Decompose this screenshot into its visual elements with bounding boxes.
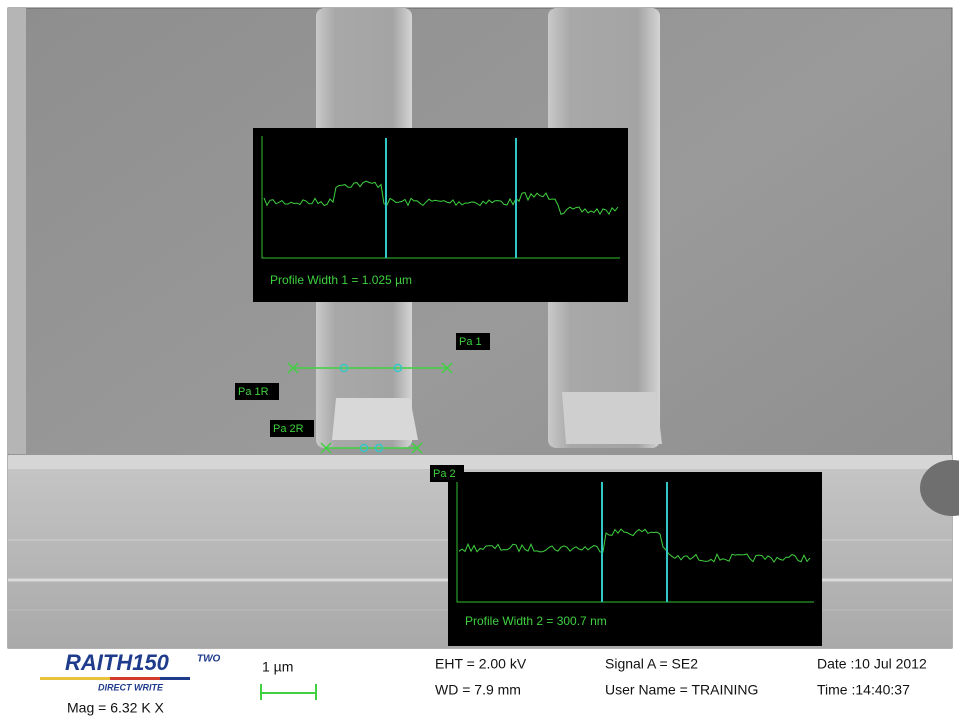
info-bar: RAITH150 TWO DIRECT WRITE Mag = 6.32 K X… bbox=[8, 649, 952, 721]
logo: RAITH150 bbox=[65, 650, 170, 675]
screen: Profile Width 1 = 1.025 µm Profile Width… bbox=[0, 0, 959, 721]
marker-label: Pa 2 bbox=[433, 468, 456, 480]
date: Date :10 Jul 2012 bbox=[817, 656, 927, 672]
mag: Mag = 6.32 K X bbox=[67, 700, 165, 716]
profile-panel-2: Profile Width 2 = 300.7 nm bbox=[448, 472, 822, 646]
profile-label: Profile Width 1 = 1.025 µm bbox=[270, 273, 412, 287]
eht: EHT = 2.00 kV bbox=[435, 656, 527, 672]
signal: Signal A = SE2 bbox=[605, 656, 698, 672]
marker-label: Pa 1 bbox=[459, 336, 482, 348]
marker-label: Pa 2R bbox=[273, 423, 304, 435]
wd: WD = 7.9 mm bbox=[435, 682, 521, 698]
logo-sub: DIRECT WRITE bbox=[98, 682, 164, 692]
scale-label: 1 µm bbox=[262, 659, 293, 675]
profile-panel-1: Profile Width 1 = 1.025 µm bbox=[253, 128, 628, 302]
marker-label: Pa 1R bbox=[238, 386, 269, 398]
user: User Name = TRAINING bbox=[605, 682, 758, 698]
profile-label: Profile Width 2 = 300.7 nm bbox=[465, 614, 607, 628]
logo-sup: TWO bbox=[197, 654, 221, 665]
time: Time :14:40:37 bbox=[817, 682, 910, 698]
